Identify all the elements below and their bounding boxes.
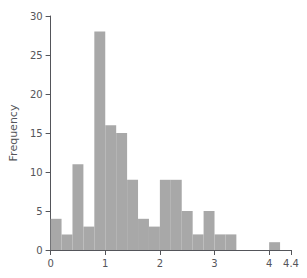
svg-text:4: 4 (266, 258, 272, 269)
svg-text:3: 3 (211, 258, 217, 269)
svg-text:25: 25 (30, 50, 43, 61)
svg-text:4.4: 4.4 (283, 258, 299, 269)
svg-text:1: 1 (102, 258, 108, 269)
svg-text:0: 0 (47, 258, 53, 269)
svg-text:15: 15 (30, 128, 43, 139)
svg-text:0: 0 (36, 245, 42, 256)
svg-text:2: 2 (157, 258, 163, 269)
svg-text:5: 5 (36, 206, 42, 217)
svg-text:Frequency: Frequency (7, 104, 20, 161)
svg-text:30: 30 (30, 11, 43, 22)
svg-text:20: 20 (30, 89, 43, 100)
svg-text:10: 10 (30, 167, 43, 178)
